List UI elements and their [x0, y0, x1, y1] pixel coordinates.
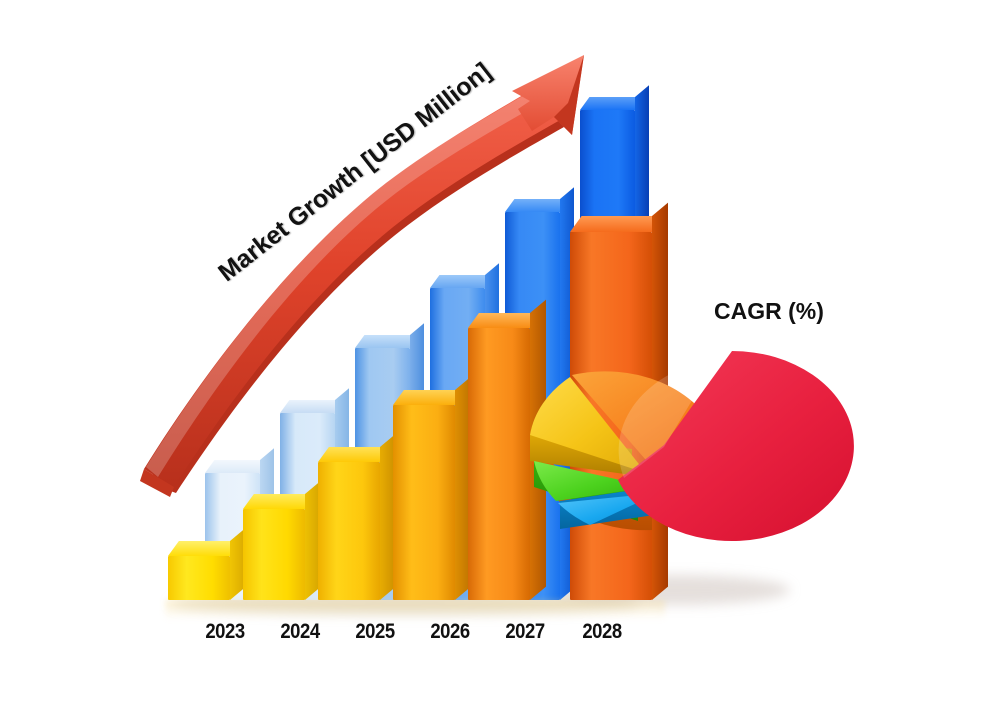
front-bar-2023 — [168, 527, 246, 600]
year-label-2028: 2028 — [582, 620, 622, 643]
pie-gold-side — [530, 435, 632, 475]
pie-gloss-highlight — [618, 359, 717, 478]
year-label-2027: 2027 — [505, 620, 545, 643]
bar-face — [468, 328, 530, 600]
year-label-2026: 2026 — [430, 620, 470, 643]
bar-face — [243, 509, 305, 600]
pie-slice-gold-top — [530, 377, 646, 473]
bar-reflection — [165, 600, 665, 620]
year-label-2024: 2024 — [280, 620, 320, 643]
arrow-tail-cap — [140, 469, 174, 497]
cagr-title-label: CAGR (%) — [714, 298, 824, 324]
bar-face — [318, 462, 380, 600]
front-bar-2026 — [393, 376, 471, 600]
pie-slice-red-top — [618, 351, 854, 541]
pie-slice-green-top — [534, 461, 652, 501]
front-bar-2027 — [468, 299, 546, 600]
arrow-shaft — [144, 85, 562, 487]
front-bar-2024 — [243, 480, 321, 600]
arrow-head-shade — [554, 55, 584, 135]
growth-arrow — [140, 55, 584, 497]
front-bar-2025 — [318, 433, 396, 600]
cagr-pie-chart — [530, 351, 854, 541]
year-label-2023: 2023 — [205, 620, 245, 643]
bar-face — [168, 556, 230, 600]
bar-face — [393, 405, 455, 600]
year-label-2025: 2025 — [355, 620, 395, 643]
arrow-shaft-shadow — [148, 97, 564, 493]
